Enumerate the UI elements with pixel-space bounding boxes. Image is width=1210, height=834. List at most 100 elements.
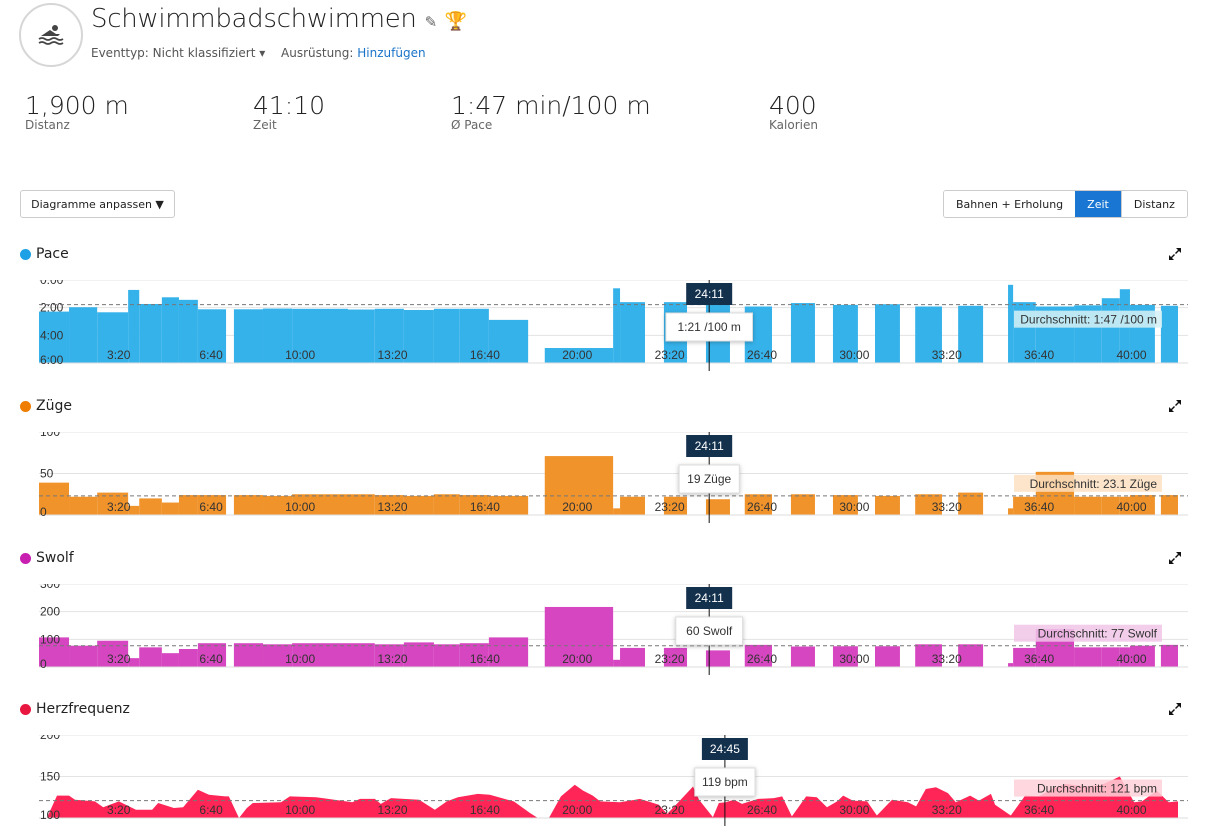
bar[interactable]: [347, 643, 375, 667]
bar[interactable]: [433, 644, 460, 667]
bar[interactable]: [233, 495, 264, 515]
bar[interactable]: [178, 495, 198, 515]
bar[interactable]: [197, 643, 227, 667]
bar[interactable]: [97, 640, 129, 667]
bar[interactable]: [233, 643, 264, 667]
bar[interactable]: [790, 303, 815, 363]
bar[interactable]: [875, 646, 900, 667]
bar[interactable]: [488, 319, 529, 363]
bar[interactable]: [1160, 305, 1178, 363]
bar[interactable]: [915, 306, 942, 363]
bar[interactable]: [1160, 644, 1178, 667]
heart-rate-area[interactable]: [46, 776, 1179, 819]
bar[interactable]: [433, 308, 460, 363]
expand-icon[interactable]: [1167, 701, 1183, 717]
customize-charts-button[interactable]: Diagramme anpassen ▼: [20, 190, 175, 218]
bar[interactable]: [613, 508, 621, 515]
bar[interactable]: [705, 650, 730, 667]
bar[interactable]: [128, 289, 140, 363]
bar[interactable]: [620, 302, 645, 363]
bar[interactable]: [39, 482, 70, 515]
bar[interactable]: [263, 644, 293, 667]
event-type[interactable]: Eventtyp: Nicht klassifiziert ▾: [91, 46, 265, 60]
chart-plot[interactable]: 0 100 200 300 3:20 6:40 10:00 13:20 16:40 20:00 23…: [0, 584, 1210, 680]
bar[interactable]: [374, 495, 404, 515]
bar[interactable]: [1101, 647, 1120, 667]
chart-plot[interactable]: 0:00 2:00 4:00 6:00 3:20 6:40 10:00 13:20 16:40 2…: [0, 280, 1210, 376]
pencil-icon[interactable]: ✎: [424, 13, 438, 31]
bar[interactable]: [197, 495, 227, 515]
bar[interactable]: [292, 494, 348, 515]
bar[interactable]: [1074, 496, 1102, 515]
bar[interactable]: [958, 305, 984, 363]
bar[interactable]: [744, 644, 773, 667]
view-distance-button[interactable]: Distanz: [1120, 191, 1187, 217]
bar[interactable]: [958, 492, 984, 515]
bar[interactable]: [374, 308, 404, 363]
bar[interactable]: [488, 495, 529, 515]
bar[interactable]: [197, 309, 227, 363]
bar[interactable]: [544, 348, 614, 363]
bar[interactable]: [1160, 495, 1178, 515]
bar[interactable]: [1008, 508, 1014, 515]
bar[interactable]: [663, 647, 688, 667]
bar[interactable]: [69, 496, 98, 515]
bar[interactable]: [39, 311, 70, 363]
bar[interactable]: [97, 492, 129, 515]
expand-icon[interactable]: [1167, 246, 1183, 262]
bar[interactable]: [161, 297, 179, 363]
bar[interactable]: [292, 308, 348, 363]
bar[interactable]: [915, 494, 942, 515]
bar[interactable]: [403, 495, 434, 515]
bar[interactable]: [161, 653, 179, 667]
bar[interactable]: [128, 658, 140, 667]
bar[interactable]: [832, 304, 858, 363]
bar[interactable]: [139, 647, 162, 667]
expand-icon[interactable]: [1167, 398, 1183, 414]
bar[interactable]: [39, 637, 70, 667]
bar[interactable]: [663, 496, 688, 515]
bar[interactable]: [1119, 647, 1130, 667]
bar[interactable]: [347, 494, 375, 515]
bar[interactable]: [958, 644, 984, 667]
bar[interactable]: [875, 304, 900, 363]
bar[interactable]: [832, 495, 858, 515]
bar[interactable]: [915, 644, 942, 667]
add-gear-link[interactable]: Hinzufügen: [357, 46, 426, 60]
bar[interactable]: [1129, 495, 1155, 515]
bar[interactable]: [178, 299, 198, 363]
bar[interactable]: [1008, 284, 1014, 363]
bar[interactable]: [139, 498, 162, 515]
bar[interactable]: [544, 456, 614, 515]
bar[interactable]: [744, 494, 773, 515]
bar[interactable]: [459, 643, 489, 667]
bar[interactable]: [161, 502, 179, 515]
bar[interactable]: [459, 308, 489, 363]
bar[interactable]: [1101, 496, 1120, 515]
bar[interactable]: [374, 644, 404, 667]
bar[interactable]: [433, 494, 460, 515]
activity-title[interactable]: Schwimmbadschwimmen ✎ 🏆: [91, 4, 467, 34]
bar[interactable]: [69, 645, 98, 667]
bar[interactable]: [705, 499, 730, 515]
bar[interactable]: [488, 637, 529, 667]
bar[interactable]: [403, 309, 434, 363]
bar[interactable]: [139, 303, 162, 363]
trophy-icon[interactable]: 🏆: [444, 11, 467, 32]
bar[interactable]: [875, 495, 900, 515]
bar[interactable]: [347, 309, 375, 363]
bar[interactable]: [233, 309, 264, 363]
bar[interactable]: [292, 643, 348, 667]
bar[interactable]: [1013, 496, 1036, 515]
bar[interactable]: [263, 308, 293, 363]
bar[interactable]: [1008, 663, 1014, 667]
caret-down-icon[interactable]: ▾: [259, 46, 266, 60]
bar[interactable]: [178, 649, 198, 667]
bar[interactable]: [69, 307, 98, 363]
expand-icon[interactable]: [1167, 550, 1183, 566]
event-type-value[interactable]: Nicht klassifiziert: [152, 46, 256, 60]
bar[interactable]: [613, 288, 621, 363]
bar[interactable]: [263, 495, 293, 515]
bar[interactable]: [403, 642, 434, 667]
bar[interactable]: [459, 495, 489, 515]
